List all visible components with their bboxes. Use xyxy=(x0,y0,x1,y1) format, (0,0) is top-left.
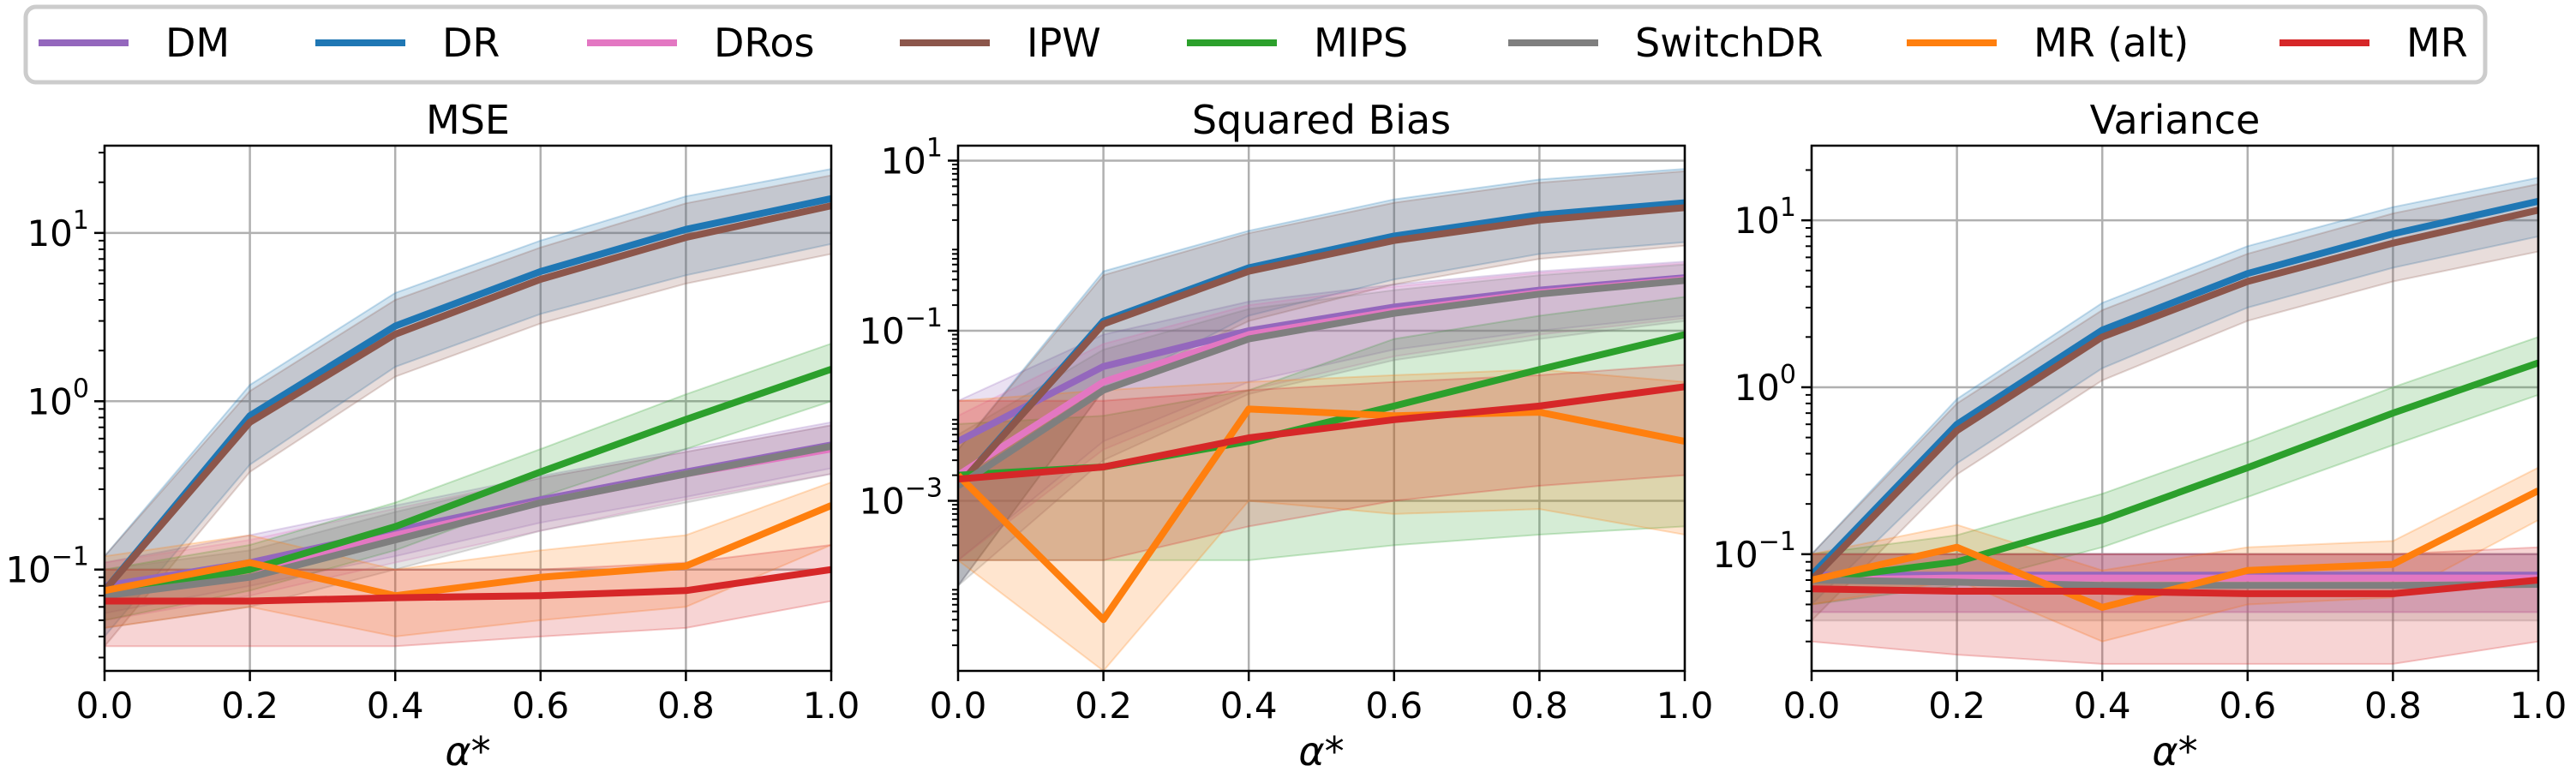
legend-label-mr-alt: MR (alt) xyxy=(2034,20,2189,66)
x-tick-label: 0.4 xyxy=(2074,685,2131,727)
y-tick-label: 10−1 xyxy=(1712,527,1796,576)
legend-label-mips: MIPS xyxy=(1314,20,1408,66)
panel-title: Squared Bias xyxy=(1192,97,1451,143)
band-mr-alt xyxy=(958,368,1685,671)
x-axis-label: α* xyxy=(1298,728,1344,772)
x-axis-label: α* xyxy=(2152,728,2197,772)
y-tick-label: 10−3 xyxy=(859,473,943,522)
y-tick-label: 101 xyxy=(1734,193,1796,242)
x-tick-label: 0.2 xyxy=(1075,685,1132,727)
x-tick-label: 0.6 xyxy=(512,685,569,727)
legend-label-dros: DRos xyxy=(714,20,814,66)
axes-frame xyxy=(956,144,1686,673)
line-mr-alt xyxy=(1812,488,2538,611)
line-mr-alt xyxy=(958,405,1685,624)
x-axis-label: α* xyxy=(445,728,490,772)
panel-title: Variance xyxy=(2090,97,2261,143)
series-lines xyxy=(958,199,1685,624)
panel-mse: 0.0 0.2 0.4 0.6 0.8 1.0 10−1 100 101 MSE α* xyxy=(5,97,860,772)
line-mips xyxy=(1812,359,2538,583)
band-switchdr xyxy=(958,263,1685,588)
x-tick-label: 1.0 xyxy=(2510,685,2567,727)
panel-squared-bias: 0.0 0.2 0.4 0.6 0.8 1.0 10−3 10−1 101 Squared Bia… xyxy=(859,97,1713,772)
x-tick-label: 0.6 xyxy=(1365,685,1423,727)
band-dros xyxy=(958,262,1685,562)
y-tick-label: 10−1 xyxy=(5,542,89,591)
series-lines xyxy=(1812,197,2538,611)
x-tick-label: 0.8 xyxy=(1511,685,1568,727)
band-mips xyxy=(105,342,831,621)
x-tick-label: 0.8 xyxy=(2364,685,2422,727)
line-mr-alt xyxy=(105,502,831,600)
line-switchdr xyxy=(958,277,1685,489)
y-tick-label: 100 xyxy=(1734,360,1796,409)
line-ipw xyxy=(1812,206,2538,583)
x-tick-label: 0.2 xyxy=(221,685,279,727)
line-mips xyxy=(105,366,831,600)
y-tick-label: 101 xyxy=(27,206,89,254)
line-dr xyxy=(105,194,831,593)
x-tick-label: 0.0 xyxy=(930,685,987,727)
legend: DM DR DRos IPW MIPS SwitchDR MR (alt) MR xyxy=(23,4,2488,85)
band-dm xyxy=(958,260,1685,562)
line-dr xyxy=(1812,197,2538,578)
panel-variance: 0.0 0.2 0.4 0.6 0.8 1.0 10−1 100 101 Variance α* xyxy=(1712,97,2567,772)
x-tick-label: 0.4 xyxy=(1220,685,1278,727)
series-lines xyxy=(105,194,831,605)
line-mr xyxy=(958,383,1685,483)
x-tick-label: 0.0 xyxy=(76,685,134,727)
legend-label-switchdr: SwitchDR xyxy=(1635,20,1823,66)
legend-label-dm: DM xyxy=(165,20,230,66)
legend-label-mr: MR xyxy=(2406,20,2468,66)
x-tick-label: 0.4 xyxy=(367,685,424,727)
line-ipw xyxy=(105,202,831,593)
y-tick-label: 10−1 xyxy=(859,303,943,352)
y-tick-label: 101 xyxy=(880,133,943,182)
line-ipw xyxy=(958,204,1685,488)
legend-label-ipw: IPW xyxy=(1027,20,1101,66)
panel-title: MSE xyxy=(426,97,510,143)
legend-label-dr: DR xyxy=(442,20,500,66)
line-switchdr xyxy=(105,442,831,600)
band-ipw xyxy=(105,174,831,648)
x-tick-label: 0.2 xyxy=(1928,685,1986,727)
axes-frame xyxy=(1810,144,2540,673)
x-tick-label: 0.0 xyxy=(1783,685,1841,727)
x-tick-label: 1.0 xyxy=(803,685,860,727)
x-tick-label: 0.6 xyxy=(2219,685,2276,727)
line-mr xyxy=(1812,577,2538,597)
x-tick-label: 1.0 xyxy=(1656,685,1714,727)
line-mr xyxy=(105,566,831,605)
x-tick-label: 0.8 xyxy=(657,685,715,727)
y-tick-label: 100 xyxy=(27,374,89,422)
